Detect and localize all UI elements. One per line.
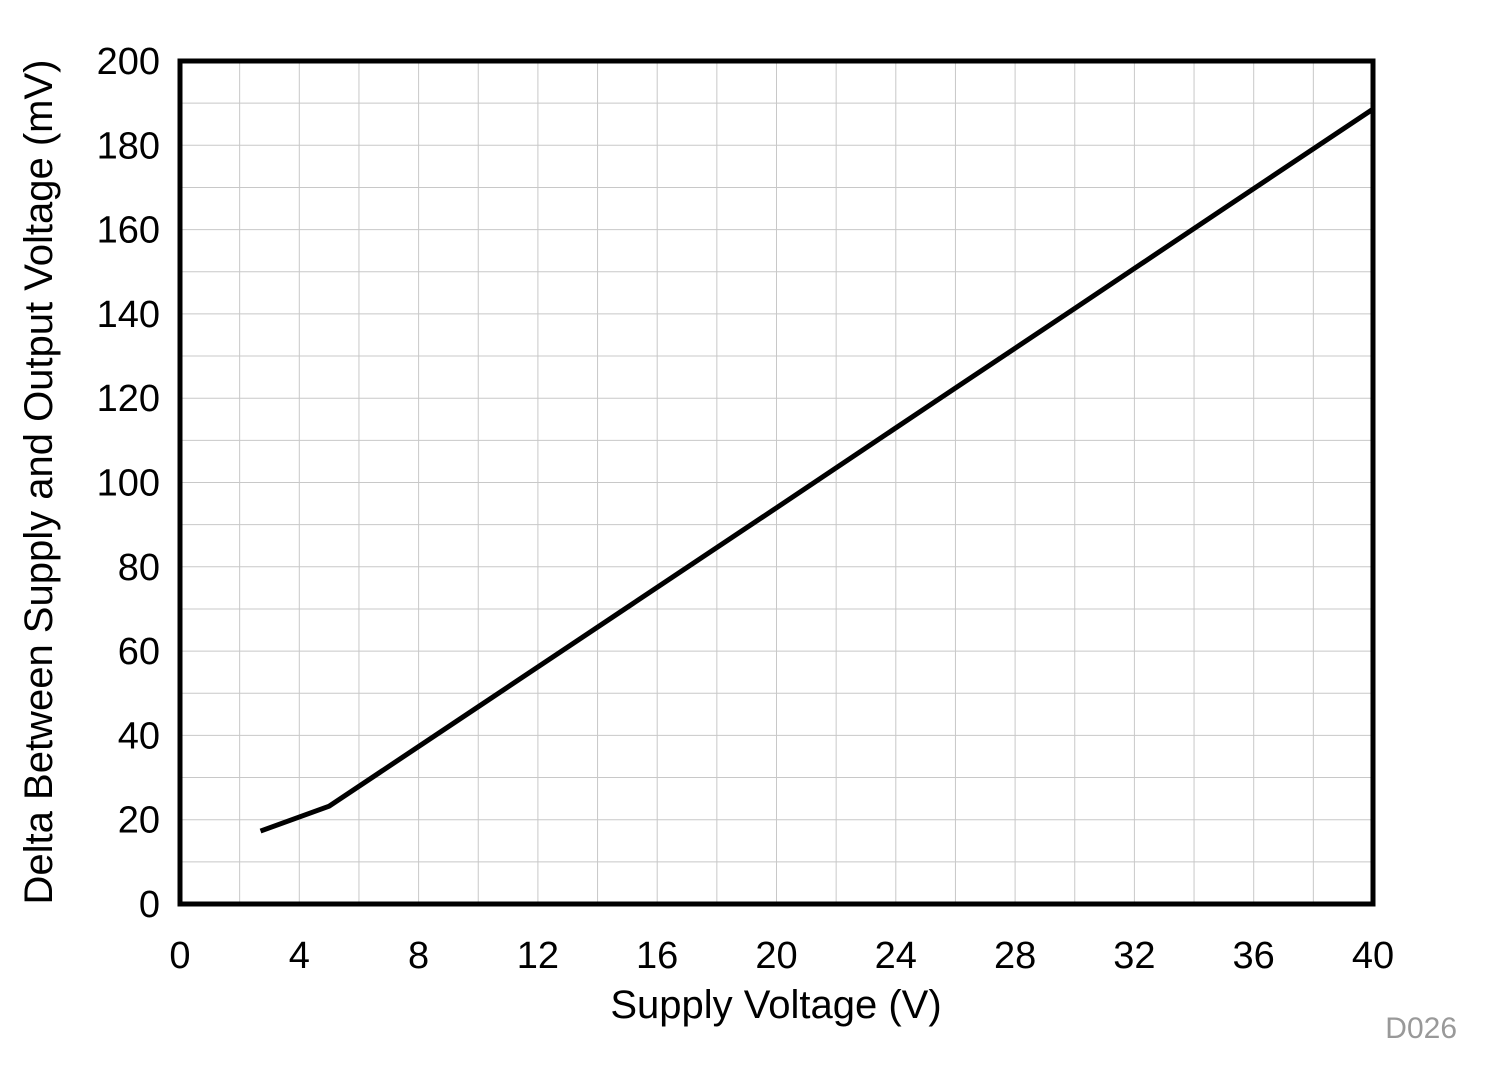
y-tick-label: 60 [118, 631, 160, 673]
x-tick-label: 40 [1352, 935, 1394, 977]
y-axis-label: Delta Between Supply and Output Voltage … [17, 60, 61, 905]
y-tick-label: 40 [118, 715, 160, 757]
figure-id: D026 [1385, 1012, 1457, 1045]
x-tick-label: 24 [875, 935, 917, 977]
series [259, 106, 1375, 834]
x-tick-label: 8 [408, 935, 429, 977]
x-tick-label: 20 [755, 935, 797, 977]
y-tick-label: 140 [97, 294, 160, 336]
x-tick-label: 28 [994, 935, 1036, 977]
x-tick-label: 36 [1233, 935, 1275, 977]
y-tick-label: 120 [97, 378, 160, 420]
plot-frame [177, 58, 1376, 907]
tick-labels: 0 4 8 12 16 20 24 28 32 36 40 0 20 40 60 80 100 120 140 160… [97, 41, 1395, 977]
y-tick-label: 200 [97, 41, 160, 83]
x-tick-label: 4 [289, 935, 310, 977]
x-tick-label: 16 [636, 935, 678, 977]
y-tick-label: 0 [139, 884, 160, 926]
x-tick-label: 32 [1113, 935, 1155, 977]
x-tick-label: 0 [169, 935, 190, 977]
y-tick-label: 100 [97, 463, 160, 505]
y-tick-label: 20 [118, 800, 160, 842]
y-tick-label: 80 [118, 547, 160, 589]
y-tick-label: 180 [97, 125, 160, 167]
x-axis-label: Supply Voltage (V) [610, 983, 941, 1027]
series-line [259, 106, 1375, 834]
x-tick-label: 12 [517, 935, 559, 977]
y-tick-label: 160 [97, 210, 160, 252]
grid [180, 61, 1373, 904]
